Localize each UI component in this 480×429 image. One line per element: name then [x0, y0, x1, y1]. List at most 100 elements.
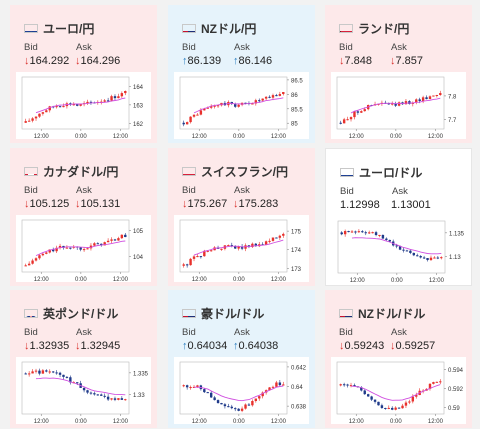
x-tick-label: 12:00 — [429, 278, 445, 283]
currency-pair-link[interactable]: 英ポンド/ドル — [43, 305, 118, 322]
candle-body — [28, 264, 30, 266]
candle-body — [213, 397, 215, 400]
candle-body — [200, 110, 202, 114]
candle-body — [117, 238, 119, 240]
candle-body — [121, 93, 123, 96]
candle-body — [268, 241, 270, 242]
flag-icon — [182, 167, 196, 176]
candle-body — [354, 231, 356, 232]
currency-pair-link[interactable]: ユーロ/円 — [43, 20, 94, 37]
candle-body — [439, 381, 441, 382]
candle-body — [405, 403, 407, 406]
ask-label: Ask — [391, 327, 407, 338]
candle-body — [272, 95, 274, 98]
x-tick-label: 12:00 — [192, 277, 208, 282]
x-tick-label: 12:00 — [428, 134, 444, 139]
candle-body — [371, 232, 373, 233]
bid-value: 1.12998 — [340, 199, 380, 211]
y-tick-label: 173 — [291, 267, 302, 273]
candle-body — [220, 403, 222, 404]
candle-body — [353, 111, 355, 117]
candle-body — [351, 231, 353, 232]
ask-value: ↓1.32945 — [75, 340, 120, 352]
y-tick-label: 174 — [291, 248, 302, 254]
bid-value: ↓175.267 — [182, 198, 227, 210]
y-tick-label: 86.5 — [291, 78, 303, 84]
currency-pair-link[interactable]: NZドル/円 — [201, 20, 256, 37]
currency-pair-link[interactable]: カナダドル/円 — [43, 163, 118, 180]
currency-pair-link[interactable]: スイスフラン/円 — [201, 163, 288, 180]
candle-body — [100, 394, 102, 395]
candle-body — [377, 402, 379, 405]
currency-pair-link[interactable]: ランド/円 — [358, 20, 409, 37]
candle-body — [203, 389, 205, 392]
x-tick-label: 12:00 — [271, 134, 287, 139]
candle-body — [186, 264, 188, 265]
candle-body — [207, 392, 209, 393]
candle-body — [432, 382, 434, 384]
candle-body — [35, 117, 37, 119]
candle-body — [59, 106, 61, 107]
candle-body — [224, 404, 226, 406]
flag-icon — [340, 168, 354, 177]
y-tick-label: 1.135 — [449, 231, 465, 237]
candle-body — [42, 254, 44, 255]
candle-body — [358, 231, 360, 232]
plot-frame — [22, 77, 129, 129]
candle-body — [251, 401, 253, 405]
candle-body — [83, 388, 85, 390]
candle-body — [265, 241, 267, 244]
candle-body — [398, 102, 400, 105]
candle-body — [422, 97, 424, 101]
y-tick-label: 175 — [291, 230, 302, 236]
currency-pair-link[interactable]: 豪ドル/ドル — [201, 305, 264, 322]
currency-pair-link[interactable]: ユーロ/ドル — [359, 164, 422, 181]
candle-body — [227, 245, 229, 246]
candle-body — [79, 248, 81, 250]
plot-frame — [22, 362, 129, 414]
candle-body — [416, 255, 418, 256]
plot-frame — [22, 220, 129, 272]
price-values: ↓105.125↓105.131 — [24, 198, 69, 210]
candle-body — [391, 408, 393, 410]
ask-value: ↓0.59257 — [390, 340, 435, 352]
x-tick-label: 0:00 — [233, 134, 245, 139]
y-tick-label: 0.59 — [448, 406, 460, 412]
candle-body — [368, 232, 370, 233]
candle-body — [275, 238, 277, 239]
currency-pair-link[interactable]: NZドル/ドル — [358, 305, 425, 322]
bid-value: ↑0.64034 — [182, 340, 227, 352]
candle-body — [49, 371, 51, 372]
candle-body — [110, 96, 112, 100]
candle-body — [193, 256, 195, 258]
flag-icon — [24, 167, 38, 176]
x-tick-label: 12:00 — [350, 278, 366, 283]
x-tick-label: 12:00 — [428, 419, 444, 424]
candle-body — [258, 100, 260, 101]
card-header: スイスフラン/円 — [182, 163, 309, 179]
x-tick-label: 12:00 — [271, 277, 287, 282]
candle-body — [121, 398, 123, 400]
